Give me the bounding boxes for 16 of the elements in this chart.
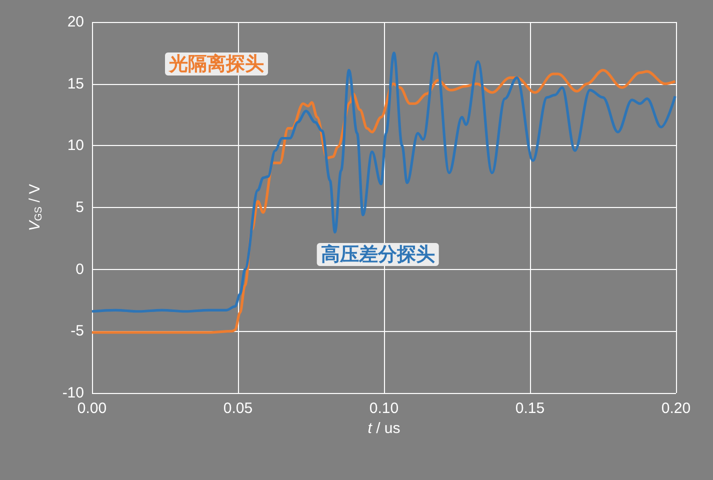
y-tick-label: 20 (67, 14, 84, 30)
y-tick-label: -10 (62, 384, 84, 402)
x-tick-label: 0.00 (77, 400, 107, 417)
x-axis-title: t / us (368, 420, 400, 437)
x-tick-label: 0.10 (369, 400, 399, 417)
y-tick-label: 15 (67, 75, 84, 92)
y-tick-label: 0 (76, 260, 84, 278)
text: 光隔离探头 (168, 53, 264, 76)
x-tick-label: 0.20 (661, 400, 691, 417)
y-tick-label: 10 (67, 137, 84, 154)
x-tick-label: 0.05 (223, 400, 253, 417)
y-axis-title: VGS / V (26, 184, 44, 231)
x-tick-label: 0.15 (515, 400, 545, 417)
y-tick-label: -5 (70, 322, 84, 340)
y-tick-label: 5 (76, 199, 84, 216)
series-label: 高压差分探头 (320, 243, 435, 266)
